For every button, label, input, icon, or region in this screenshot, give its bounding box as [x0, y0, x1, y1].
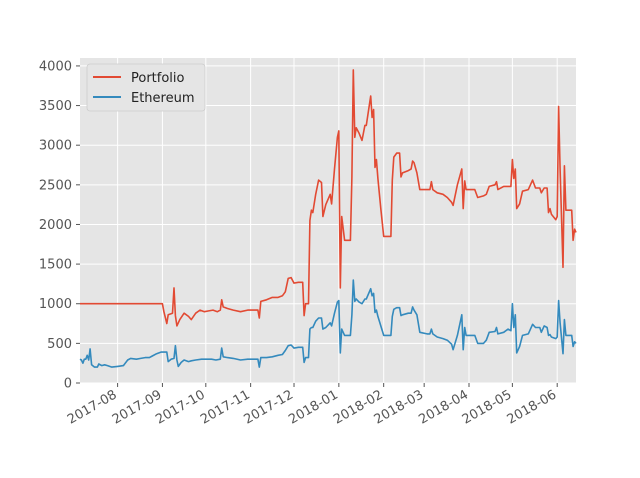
x-tick-label: 2017-08	[65, 387, 120, 427]
y-tick-label: 500	[47, 337, 72, 352]
x-tick-label: 2017-10	[153, 387, 208, 427]
series-line-portfolio	[80, 69, 577, 327]
x-axis: 2017-082017-092017-102017-112017-122018-…	[65, 383, 559, 428]
y-tick-label: 2500	[39, 178, 72, 193]
legend-label-ethereum: Ethereum	[131, 91, 195, 106]
y-axis: 0 500 1000 1500 2000 2500 3000 3500 4000	[39, 59, 80, 392]
x-tick-label: 2018-05	[460, 387, 515, 427]
y-tick-label: 4000	[39, 59, 72, 74]
legend-label-portfolio: Portfolio	[131, 71, 185, 86]
y-tick-label: 1000	[39, 297, 72, 312]
y-tick-label: 3500	[39, 99, 72, 114]
x-tick-label: 2017-12	[241, 387, 296, 427]
y-tick-label: 3000	[39, 139, 72, 154]
x-tick-label: 2018-01	[286, 387, 341, 427]
y-tick-label: 1500	[39, 258, 72, 273]
legend: Portfolio Ethereum	[86, 63, 206, 112]
legend-box	[86, 63, 206, 112]
y-tick-label: 0	[64, 377, 72, 392]
y-tick-label: 2000	[39, 218, 72, 233]
series-line-ethereum	[79, 279, 577, 368]
series-lines	[79, 69, 577, 368]
x-tick-label: 2018-06	[505, 387, 560, 427]
